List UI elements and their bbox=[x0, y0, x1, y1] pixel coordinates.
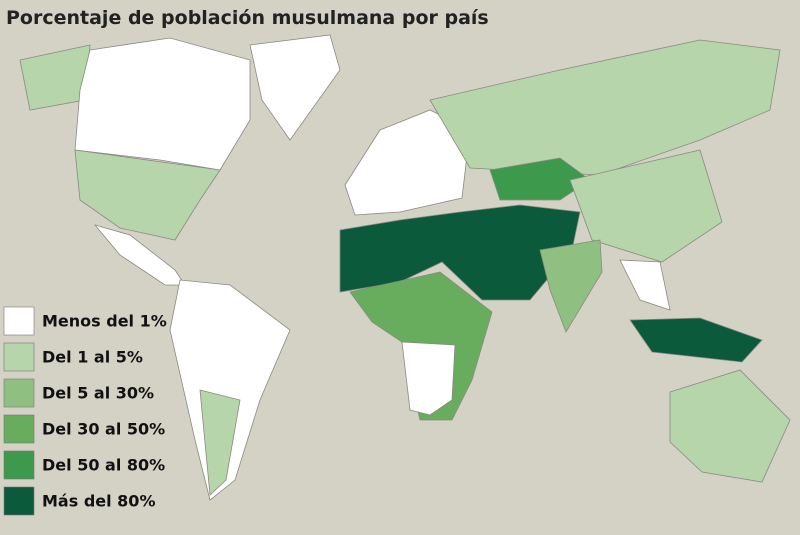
usa bbox=[74, 149, 221, 241]
southern-africa bbox=[401, 341, 456, 416]
legend-swatch bbox=[3, 342, 35, 372]
southeast-asia bbox=[619, 259, 671, 311]
legend-label: Del 30 al 50% bbox=[42, 420, 165, 439]
map-title: Porcentaje de población musulmana por pa… bbox=[6, 7, 489, 29]
legend-label: Menos del 1% bbox=[42, 312, 167, 331]
europe bbox=[344, 109, 471, 216]
legend-label: Del 5 al 30% bbox=[42, 384, 154, 403]
greenland bbox=[249, 34, 341, 141]
canada bbox=[74, 37, 251, 171]
australia bbox=[669, 369, 791, 483]
legend-swatch bbox=[3, 306, 35, 336]
south-america bbox=[169, 279, 291, 501]
legend-label: Del 1 al 5% bbox=[42, 348, 143, 367]
legend-swatch bbox=[3, 378, 35, 408]
legend-swatch bbox=[3, 450, 35, 480]
indonesia bbox=[629, 317, 763, 363]
legend-label: Del 50 al 80% bbox=[42, 456, 165, 475]
legend-swatch bbox=[3, 414, 35, 444]
india bbox=[539, 239, 603, 333]
legend-label: Más del 80% bbox=[42, 492, 155, 511]
legend: Menos del 1% Del 1 al 5% Del 5 al 30% Del 3… bbox=[0, 304, 168, 518]
china bbox=[569, 149, 723, 263]
legend-swatch bbox=[3, 486, 35, 516]
countries bbox=[19, 34, 791, 501]
argentina bbox=[199, 389, 241, 496]
